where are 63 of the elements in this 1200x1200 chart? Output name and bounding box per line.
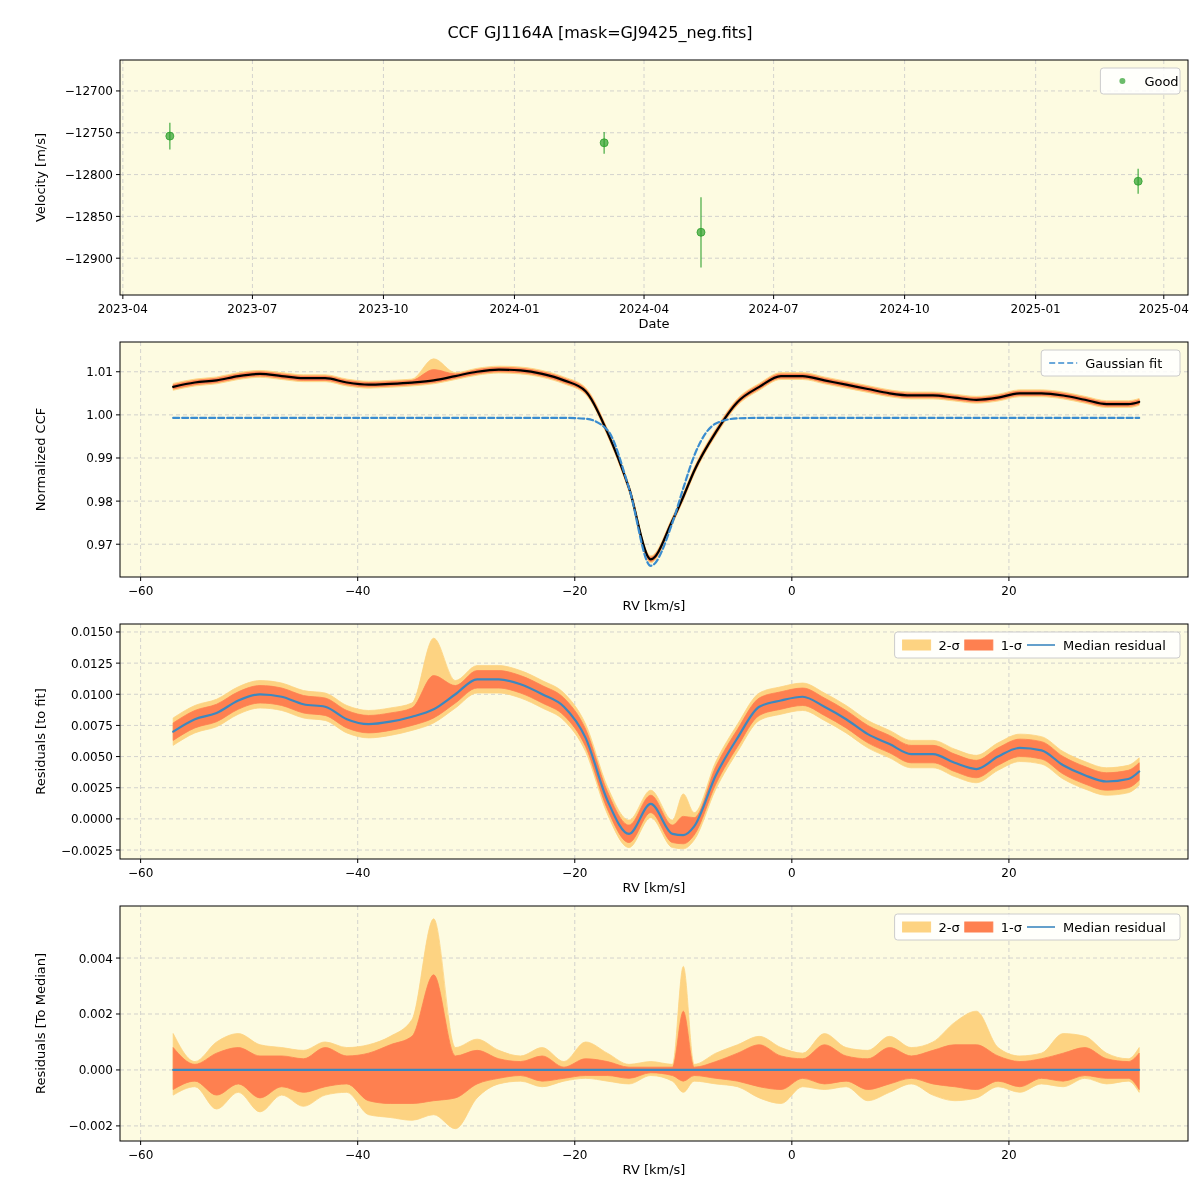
x-tick-label: −40 bbox=[345, 1148, 371, 1162]
legend-label: Good bbox=[1144, 73, 1179, 89]
y-tick-label: 1.01 bbox=[86, 365, 113, 380]
x-tick-label: 20 bbox=[1001, 866, 1017, 880]
x-axis-title: RV [km/s] bbox=[622, 598, 686, 613]
y-tick-label: 0.0150 bbox=[71, 625, 113, 640]
y-axis-title: Velocity [m/s] bbox=[33, 132, 48, 223]
x-tick-label: −40 bbox=[345, 584, 371, 598]
x-tick-label: −20 bbox=[562, 584, 588, 598]
y-tick-label: −0.0025 bbox=[60, 843, 113, 858]
y-tick-label: 1.00 bbox=[86, 408, 113, 423]
y-tick-label: 0.002 bbox=[78, 1007, 113, 1022]
legend-label: Gaussian fit bbox=[1085, 355, 1163, 371]
y-tick-label: 0.98 bbox=[86, 494, 113, 509]
y-tick-label: 0.0050 bbox=[71, 750, 113, 765]
y-tick-label: 0.004 bbox=[78, 951, 113, 966]
y-tick-label: 0.0000 bbox=[71, 812, 113, 827]
y-axis-title: Residuals [to fit] bbox=[33, 688, 48, 795]
x-tick-label: −60 bbox=[127, 1148, 154, 1162]
y-tick-label: −12900 bbox=[64, 251, 113, 266]
legend-label: Median residual bbox=[1063, 919, 1166, 935]
x-axis-title: Date bbox=[638, 316, 670, 331]
x-tick-label: 0 bbox=[788, 584, 796, 598]
x-tick-label: 20 bbox=[1001, 1148, 1017, 1162]
x-tick-label: 2023-07 bbox=[227, 302, 278, 316]
x-tick-label: 2024-04 bbox=[618, 302, 670, 316]
legend-label: 2-σ bbox=[938, 919, 960, 935]
x-tick-label: 2024-01 bbox=[489, 302, 540, 316]
x-tick-label: 0 bbox=[788, 1148, 796, 1162]
x-tick-label: −20 bbox=[562, 1148, 588, 1162]
y-tick-label: 0.0075 bbox=[71, 718, 113, 733]
legend-label: 1-σ bbox=[1000, 637, 1022, 653]
y-tick-label: −12750 bbox=[64, 126, 113, 141]
legend-label: 2-σ bbox=[938, 637, 960, 653]
y-tick-label: −12800 bbox=[64, 168, 113, 183]
legend-label: Median residual bbox=[1063, 637, 1166, 653]
y-tick-label: −12850 bbox=[64, 209, 113, 224]
x-tick-label: −60 bbox=[127, 584, 154, 598]
y-tick-label: 0.000 bbox=[78, 1063, 113, 1078]
x-tick-label: 2024-07 bbox=[748, 302, 799, 316]
y-tick-label: 0.0125 bbox=[71, 656, 113, 671]
x-axis-title: RV [km/s] bbox=[622, 1162, 686, 1177]
x-tick-label: 2025-01 bbox=[1010, 302, 1061, 316]
chart-title: CCF GJ1164A [mask=GJ9425_neg.fits] bbox=[447, 23, 753, 43]
x-tick-label: 0 bbox=[788, 866, 796, 880]
legend-label: 1-σ bbox=[1000, 919, 1022, 935]
x-axis-title: RV [km/s] bbox=[622, 880, 686, 895]
y-tick-label: 0.99 bbox=[86, 451, 113, 466]
x-tick-label: 20 bbox=[1001, 584, 1017, 598]
y-tick-label: 0.97 bbox=[86, 537, 113, 552]
x-tick-label: 2024-10 bbox=[879, 302, 930, 316]
y-tick-label: 0.0100 bbox=[71, 687, 113, 702]
y-tick-label: −0.002 bbox=[68, 1119, 113, 1134]
x-tick-label: −20 bbox=[562, 866, 588, 880]
y-axis-title: Residuals [To Median] bbox=[33, 952, 48, 1095]
x-tick-label: 2025-04 bbox=[1138, 302, 1189, 316]
y-axis-title: Normalized CCF bbox=[33, 407, 48, 512]
x-tick-label: −40 bbox=[345, 866, 371, 880]
x-tick-label: 2023-10 bbox=[358, 302, 409, 316]
x-tick-label: −60 bbox=[127, 866, 154, 880]
y-tick-label: 0.0025 bbox=[71, 781, 113, 796]
y-tick-label: −12700 bbox=[64, 84, 113, 99]
x-tick-label: 2023-04 bbox=[97, 302, 148, 316]
